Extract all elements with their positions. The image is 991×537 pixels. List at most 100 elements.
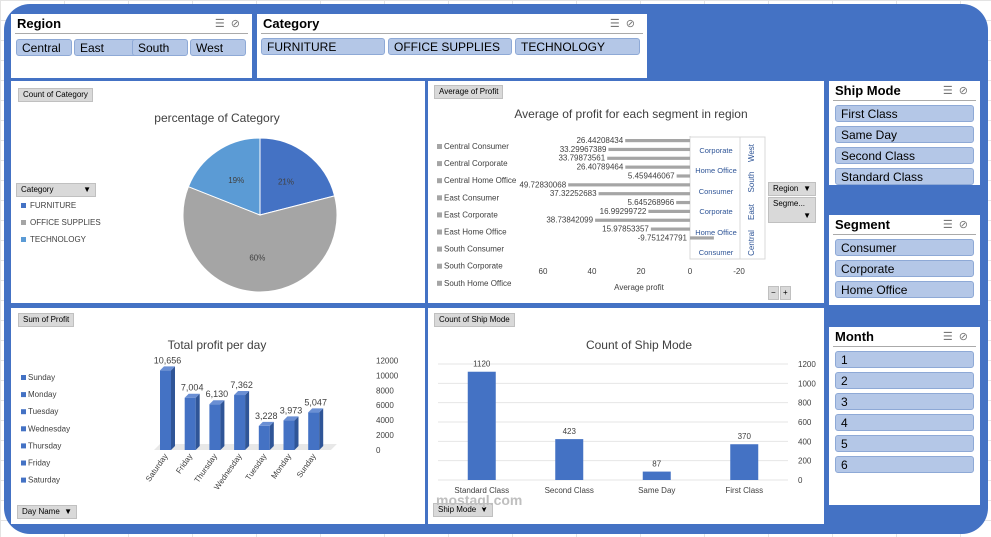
hbar-bar (608, 147, 690, 152)
month-item-5[interactable]: 5 (835, 435, 974, 452)
pie-slice (182, 186, 338, 293)
ship-filter-dropdown[interactable]: Ship Mode ▼ (433, 503, 493, 517)
hbar-x-tick: 40 (588, 267, 597, 276)
day-bar (184, 397, 196, 450)
day-filter-dropdown[interactable]: Day Name ▼ (17, 505, 77, 519)
day-title: Total profit per day (168, 338, 267, 352)
profit-day-chart: Total profit per day 10,656 Saturday 7,004… (21, 338, 399, 492)
day-x-tick: Thursday (193, 452, 220, 484)
category-item-office-supplies[interactable]: OFFICE SUPPLIES (388, 38, 512, 55)
region-item-west[interactable]: West (190, 39, 246, 56)
pie-field-button[interactable]: Count of Category (18, 88, 93, 102)
ship-x-tick: Standard Class (454, 486, 509, 495)
hbar-segment-label: Consumer (699, 248, 734, 257)
month-item-3[interactable]: 3 (835, 393, 974, 410)
month-multi-select-icon[interactable]: ☰⊘ (942, 331, 974, 343)
hbar-data-label: 26.44208434 (576, 136, 623, 145)
multi-select-icon[interactable]: ☰⊘ (214, 18, 246, 30)
month-item-2[interactable]: 2 (835, 372, 974, 389)
month-item-1[interactable]: 1 (835, 351, 974, 368)
ship-item-standard-class[interactable]: Standard Class (835, 168, 974, 185)
ship-item-first-class[interactable]: First Class (835, 105, 974, 122)
day-bar-top (209, 400, 225, 405)
ship-bar (642, 471, 671, 480)
hbar-data-label: 33.79873561 (558, 154, 605, 163)
segment-item-corporate[interactable]: Corporate (835, 260, 974, 277)
hbar-legend-item: South Consumer (444, 245, 504, 254)
segment-item-home-office[interactable]: Home Office (835, 281, 974, 298)
day-legend-marker (21, 477, 26, 483)
region-item-south[interactable]: South (132, 39, 188, 56)
pie-legend-technology: TECHNOLOGY (21, 235, 86, 244)
pie-title: percentage of Category (154, 111, 279, 125)
day-y-tick: 0 (376, 446, 381, 455)
day-bar-side (269, 421, 274, 450)
segment-item-consumer[interactable]: Consumer (835, 239, 974, 256)
segment-multi-select-icon[interactable]: ☰⊘ (942, 219, 974, 231)
day-y-tick: 6000 (376, 401, 394, 410)
hbar-bar (595, 218, 690, 222)
ship-data-label: 1120 (473, 360, 491, 369)
day-y-tick: 12000 (376, 356, 399, 365)
hbar-legend-marker (437, 178, 442, 184)
segment-filter-dropdown[interactable]: Segme... ▼ (768, 197, 816, 223)
hbar-bar (676, 200, 690, 205)
region-filter-dropdown[interactable]: Region ▼ (768, 182, 816, 196)
day-bar-top (258, 421, 274, 426)
day-field-button[interactable]: Sum of Profit (18, 313, 75, 327)
expand-button[interactable]: + (780, 286, 791, 300)
category-item-furniture[interactable]: FURNITURE (261, 38, 385, 55)
day-x-tick: Friday (174, 452, 194, 475)
ship-title: Count of Ship Mode (586, 338, 692, 352)
ship-y-tick: 1000 (798, 379, 816, 388)
hbar-legend-marker (437, 280, 442, 286)
day-legend-marker (21, 409, 26, 415)
category-item-technology[interactable]: TECHNOLOGY (515, 38, 640, 55)
day-bar-side (171, 366, 175, 450)
day-legend-marker (21, 392, 26, 398)
month-item-6[interactable]: 6 (835, 456, 974, 473)
day-data-label: 3,228 (255, 411, 278, 421)
ship-field-button[interactable]: Count of Ship Mode (434, 313, 515, 327)
region-item-central[interactable]: Central (16, 39, 72, 56)
pie-filter-dropdown[interactable]: Category ▼ (16, 183, 96, 197)
pie-chart: percentage of Category 21% 60% 19% (154, 111, 338, 293)
day-bar (160, 370, 171, 450)
hbar-bar (625, 165, 690, 169)
ship-bar (730, 444, 759, 480)
day-data-label: 7,004 (181, 383, 204, 393)
day-data-label: 5,047 (304, 397, 327, 407)
hbar-bar (650, 227, 690, 231)
day-legend-item: Friday (28, 459, 50, 468)
hbar-field-button[interactable]: Average of Profit (434, 85, 504, 99)
hbar-title: Average of profit for each segment in re… (514, 107, 747, 121)
segment-region-chart: Average of profit for each segment in re… (437, 107, 766, 292)
ship-data-label: 370 (738, 432, 752, 441)
day-data-label: 10,656 (154, 355, 182, 365)
ship-y-tick: 1200 (798, 360, 816, 369)
hbar-legend-marker (437, 212, 442, 218)
ship-item-second-class[interactable]: Second Class (835, 147, 974, 164)
hbar-x-tick: -20 (733, 267, 745, 276)
month-slicer: Month ☰⊘ 1 2 3 4 5 6 (829, 327, 980, 505)
day-legend-item: Sunday (28, 373, 55, 382)
ship-item-same-day[interactable]: Same Day (835, 126, 974, 143)
day-bar (209, 404, 221, 450)
pie-slice (259, 137, 336, 216)
ship-multi-select-icon[interactable]: ☰⊘ (942, 85, 974, 97)
ship-x-tick: Same Day (638, 486, 675, 495)
day-legend-item: Saturday (28, 476, 60, 485)
ship-y-tick: 200 (798, 457, 812, 466)
hbar-bar (676, 174, 690, 178)
ship-data-label: 87 (652, 460, 661, 469)
hbar-data-label: 38.73842099 (546, 216, 593, 225)
day-legend-marker (21, 443, 26, 449)
collapse-button[interactable]: − (768, 286, 779, 300)
month-slicer-title: Month (835, 329, 874, 344)
region-item-east[interactable]: East (74, 39, 139, 56)
month-item-4[interactable]: 4 (835, 414, 974, 431)
hbar-legend-marker (437, 246, 442, 252)
hbar-legend-marker (437, 195, 442, 201)
clear-filter-icon[interactable]: ☰⊘ (609, 18, 641, 30)
hbar-region-label: Central (747, 230, 756, 256)
